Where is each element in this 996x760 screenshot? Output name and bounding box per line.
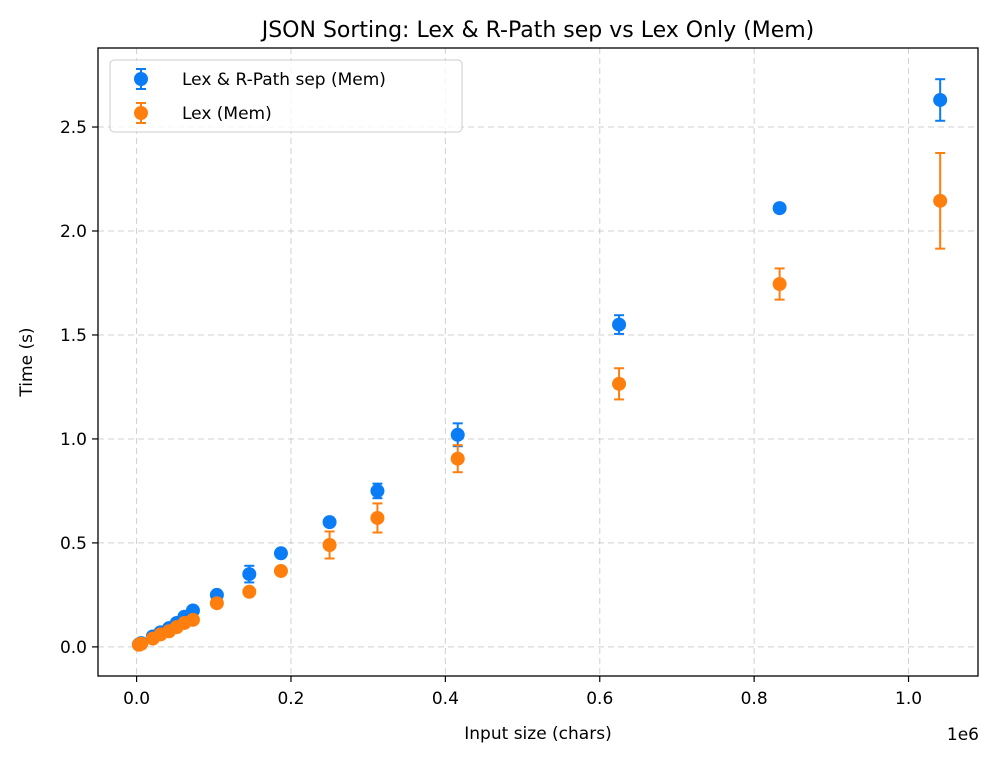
legend-entries: Lex & R-Path sep (Mem) Lex (Mem) [134,68,386,124]
data-point [322,515,337,530]
y-tick-label: 1.5 [60,326,87,346]
axis-ticks: 0.0 0.2 0.4 0.6 0.8 1.0 0.0 0.5 1.0 1.5 2.0 2.5 [60,118,922,709]
x-tick-label: 0.6 [586,689,613,709]
y-tick-label: 0.0 [60,638,87,658]
y-tick-label: 2.0 [60,222,87,242]
data-point [209,596,224,611]
data-point [370,483,385,498]
x-tick-label: 0.8 [741,689,768,709]
data-point [242,584,257,599]
data-point [772,277,787,292]
plot-data [131,78,948,652]
y-tick-label: 0.5 [60,534,87,554]
data-point [450,427,465,442]
legend-label: Lex & R-Path sep (Mem) [182,70,386,90]
plot-frame [97,47,979,677]
data-point [134,636,149,651]
legend: Lex & R-Path sep (Mem) Lex (Mem) [109,59,463,133]
y-tick-label: 1.0 [60,430,87,450]
chart-title: JSON Sorting: Lex & R-Path sep vs Lex On… [260,18,815,43]
x-tick-label: 1.0 [895,689,922,709]
x-axis-offset-label: 1e6 [947,725,979,745]
y-axis-label: Time (s) [17,327,37,397]
data-point [450,451,465,466]
data-point [772,201,787,216]
data-point [185,612,200,627]
x-tick-label: 0.2 [277,689,304,709]
data-point [933,92,948,107]
data-point [612,317,627,332]
data-point [273,546,288,561]
grid [98,48,978,676]
data-point [612,376,627,391]
legend-box [109,59,463,133]
data-point [370,510,385,525]
legend-label: Lex (Mem) [182,104,272,124]
y-tick-label: 2.5 [60,118,87,138]
data-point [322,537,337,552]
data-point [242,567,257,582]
x-tick-label: 0.0 [123,689,150,709]
x-axis-label: Input size (chars) [464,724,611,744]
data-point [933,193,948,208]
series-1 [131,152,948,652]
legend-marker [134,106,148,120]
data-point [273,563,288,578]
x-tick-label: 0.4 [432,689,459,709]
legend-marker [134,72,148,86]
